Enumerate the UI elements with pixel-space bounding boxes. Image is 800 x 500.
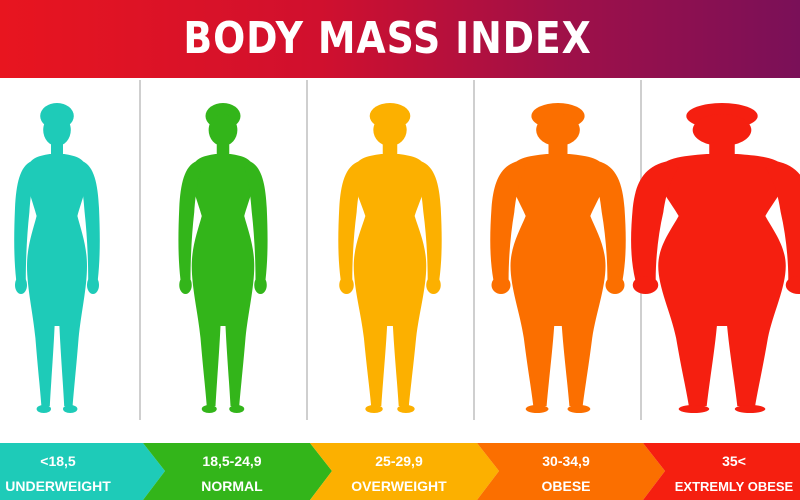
figure-overweight: [338, 103, 442, 413]
label-underweight: UNDERWEIGHT: [5, 478, 111, 494]
range-overweight: 25-29,9: [375, 453, 423, 469]
category-labels: <18,5 UNDERWEIGHT 18,5-24,9 NORMAL 25-29…: [5, 453, 793, 494]
range-underweight: <18,5: [40, 453, 76, 469]
column-divider: [473, 80, 475, 420]
title-banner: BODY MASS INDEX: [0, 0, 800, 78]
figure-obese: [490, 103, 626, 413]
category-segment-normal: [143, 443, 332, 500]
label-extremely-obese: EXTREMLY OBESE: [675, 479, 794, 494]
category-segment-underweight: [0, 443, 165, 500]
category-segment-overweight: [310, 443, 499, 500]
figure-normal: [178, 103, 268, 413]
label-obese: OBESE: [541, 478, 590, 494]
range-normal: 18,5-24,9: [202, 453, 261, 469]
page-title: BODY MASS INDEX: [183, 13, 592, 64]
label-normal: NORMAL: [201, 478, 263, 494]
figure-extremely-obese: [631, 103, 800, 413]
category-segment-obese: [477, 443, 665, 500]
column-divider: [139, 80, 141, 420]
category-bar: [0, 443, 800, 500]
label-overweight: OVERWEIGHT: [351, 478, 447, 494]
category-segment-extremely-obese: [643, 443, 800, 500]
range-extremely-obese: 35<: [722, 453, 746, 469]
column-divider: [306, 80, 308, 420]
figure-underweight: [14, 103, 100, 413]
range-obese: 30-34,9: [542, 453, 590, 469]
